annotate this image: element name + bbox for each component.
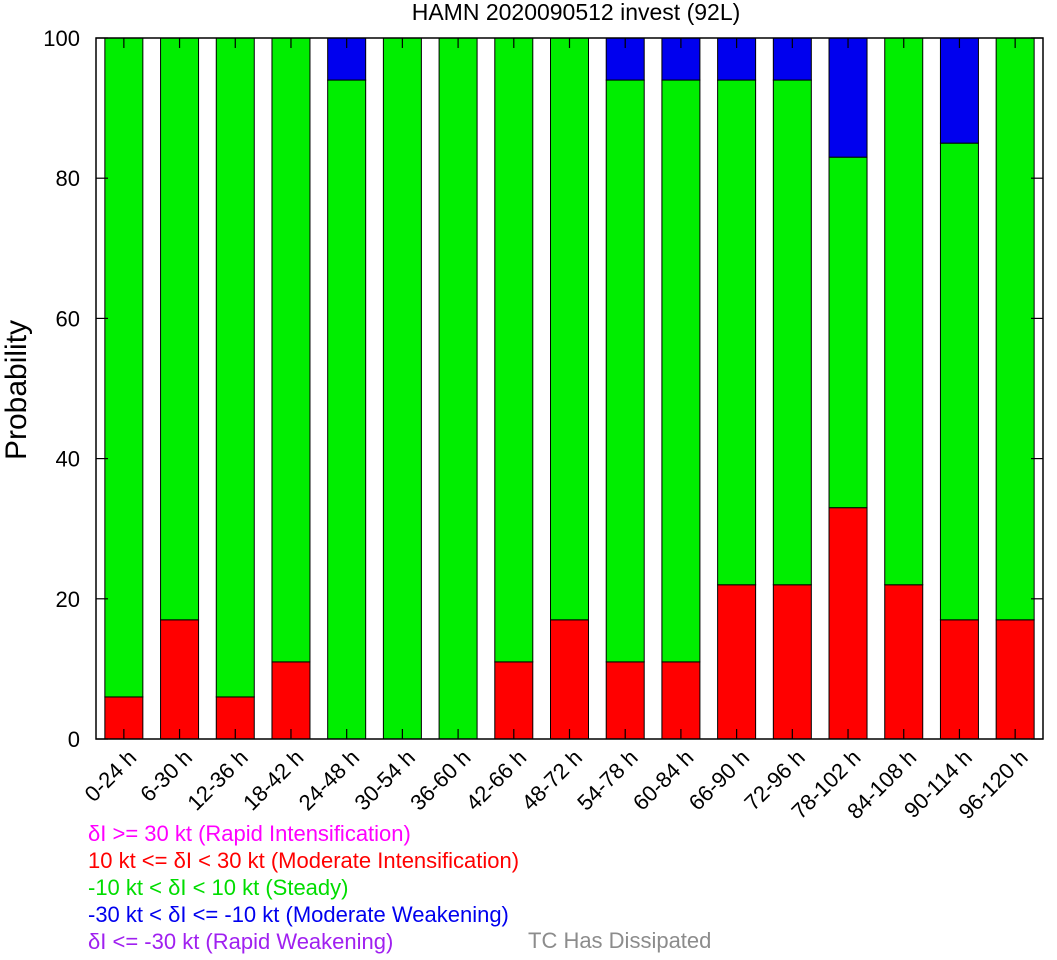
bar-moderate-intensification-16: [995, 619, 1035, 740]
bar-moderate-weakening-9: [605, 37, 645, 81]
x-tick-label: 66-90 h: [684, 745, 754, 815]
bar-steady-2: [215, 37, 255, 698]
legend-moderate-weakening: -30 kt < δI <= -10 kt (Moderate Weakenin…: [88, 902, 509, 927]
legend-rapid-weakening: δI <= -30 kt (Rapid Weakening): [88, 929, 394, 954]
legend-rapid-intensification: δI >= 30 kt (Rapid Intensification): [88, 821, 411, 846]
bar-steady-5: [382, 37, 422, 740]
bar-moderate-intensification-9: [605, 661, 645, 740]
bar-steady-14: [884, 37, 924, 586]
y-tick-label: 40: [56, 447, 80, 472]
bar-moderate-intensification-10: [661, 661, 701, 740]
bar-steady-6: [438, 37, 478, 740]
y-tick-label: 60: [56, 306, 80, 331]
bar-steady-8: [550, 37, 589, 621]
bar-steady-13: [828, 156, 868, 509]
y-tick-label: 100: [43, 26, 80, 51]
bar-moderate-intensification-1: [160, 619, 200, 740]
x-tick-label: 48-72 h: [517, 745, 587, 815]
bar-steady-9: [605, 79, 645, 663]
y-tick-label: 20: [56, 587, 80, 612]
bar-moderate-intensification-7: [494, 661, 534, 740]
bar-steady-12: [772, 79, 812, 586]
bar-steady-15: [939, 142, 979, 621]
bar-steady-7: [494, 37, 534, 663]
probability-bar-chart: HAMN 2020090512 invest (92L) Probability…: [0, 0, 1044, 820]
legend-dissipated: TC Has Dissipated: [528, 928, 712, 953]
bar-moderate-intensification-12: [772, 584, 812, 740]
bar-steady-11: [717, 79, 757, 586]
legend-moderate-intensification: 10 kt <= δI < 30 kt (Moderate Intensific…: [88, 848, 520, 873]
bar-steady-16: [995, 37, 1035, 621]
bars-group: [104, 37, 1035, 740]
x-tick-label: 54-78 h: [572, 745, 642, 815]
x-tick-label: 42-66 h: [461, 745, 531, 815]
x-tick-label: 18-42 h: [238, 745, 308, 815]
bar-steady-1: [160, 37, 200, 621]
y-axis-label: Probability: [0, 320, 33, 460]
bar-moderate-weakening-10: [661, 37, 701, 81]
bar-steady-0: [104, 37, 144, 698]
y-tick-label: 0: [68, 727, 80, 752]
x-tick-label: 60-84 h: [628, 745, 698, 815]
bar-moderate-intensification-15: [939, 619, 979, 740]
legend: δI >= 30 kt (Rapid Intensification) 10 k…: [88, 820, 519, 955]
bar-steady-4: [327, 79, 367, 740]
y-tick-label: 80: [56, 166, 80, 191]
bar-moderate-intensification-8: [550, 619, 589, 740]
chart-title: HAMN 2020090512 invest (92L): [412, 0, 741, 25]
legend-steady: -10 kt < δI < 10 kt (Steady): [88, 875, 349, 900]
x-tick-label: 0-24 h: [80, 745, 142, 807]
bar-moderate-weakening-13: [828, 37, 868, 158]
bar-moderate-intensification-13: [828, 507, 868, 740]
x-tick-label: 24-48 h: [294, 745, 364, 815]
bar-steady-10: [661, 79, 701, 663]
x-tick-label: 36-60 h: [405, 745, 475, 815]
bar-moderate-intensification-14: [884, 584, 924, 740]
x-tick-label: 30-54 h: [349, 745, 419, 815]
bar-moderate-weakening-15: [939, 37, 979, 144]
x-tick-label: 12-36 h: [182, 745, 252, 815]
bar-moderate-intensification-11: [717, 584, 757, 740]
bar-steady-3: [271, 37, 311, 663]
bar-moderate-intensification-3: [271, 661, 311, 740]
